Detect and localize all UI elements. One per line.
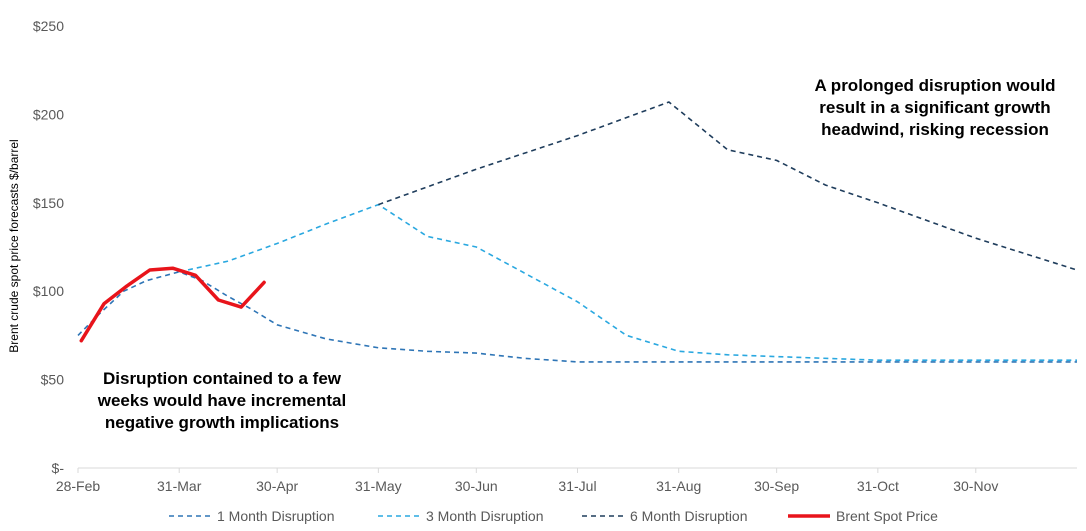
x-tick-label: 28-Feb xyxy=(56,478,101,494)
legend-item-1-month-disruption: 1 Month Disruption xyxy=(169,508,335,524)
series-line-3-month-disruption xyxy=(179,203,1077,362)
y-tick-label: $150 xyxy=(33,195,64,211)
y-tick-label: $- xyxy=(52,460,65,476)
annotation-prolonged-line: result in a significant growth xyxy=(819,98,1050,117)
series-line-brent-spot-price xyxy=(79,266,266,343)
legend-label: 6 Month Disruption xyxy=(630,508,748,524)
series-layer xyxy=(77,101,1078,363)
legend-item-6-month-disruption: 6 Month Disruption xyxy=(582,508,748,524)
annotation-contained-line: weeks would have incremental xyxy=(97,391,346,410)
y-tick-label: $50 xyxy=(41,372,65,388)
x-tick-label: 30-Jun xyxy=(455,478,498,494)
annotations: Disruption contained to a few weeks would… xyxy=(97,76,1056,432)
legend-label: Brent Spot Price xyxy=(836,508,938,524)
y-axis: $- $50 $100 $150 $200 $250 xyxy=(33,18,64,476)
x-tick-label: 30-Nov xyxy=(953,478,998,494)
annotation-prolonged-line: A prolonged disruption would xyxy=(814,76,1055,95)
y-tick-label: $250 xyxy=(33,18,64,34)
legend-item-brent-spot-price: Brent Spot Price xyxy=(788,508,938,524)
annotation-prolonged-line: headwind, risking recession xyxy=(821,120,1049,139)
series-line-1-month-disruption xyxy=(77,270,1077,363)
y-axis-label: Brent crude spot price forecasts $/barre… xyxy=(7,139,21,352)
annotation-contained-line: negative growth implications xyxy=(105,413,339,432)
legend-label: 1 Month Disruption xyxy=(217,508,335,524)
y-tick-label: $200 xyxy=(33,106,64,122)
legend-label: 3 Month Disruption xyxy=(426,508,544,524)
annotation-contained-line: Disruption contained to a few xyxy=(103,369,342,388)
x-tick-label: 31-Oct xyxy=(857,478,899,494)
x-axis: 28-Feb 31-Mar 30-Apr 31-May 30-Jun 31-Jul 31-A… xyxy=(56,468,998,494)
x-tick-label: 30-Apr xyxy=(256,478,298,494)
series-line-6-month-disruption xyxy=(378,101,1078,271)
legend: 1 Month Disruption 3 Month Disruption 6 Mo… xyxy=(169,508,938,524)
x-tick-label: 31-Jul xyxy=(558,478,596,494)
legend-item-3-month-disruption: 3 Month Disruption xyxy=(378,508,544,524)
x-tick-label: 31-Mar xyxy=(157,478,202,494)
y-tick-label: $100 xyxy=(33,283,64,299)
x-tick-label: 31-May xyxy=(355,478,402,494)
x-tick-label: 31-Aug xyxy=(656,478,701,494)
x-tick-label: 30-Sep xyxy=(754,478,799,494)
